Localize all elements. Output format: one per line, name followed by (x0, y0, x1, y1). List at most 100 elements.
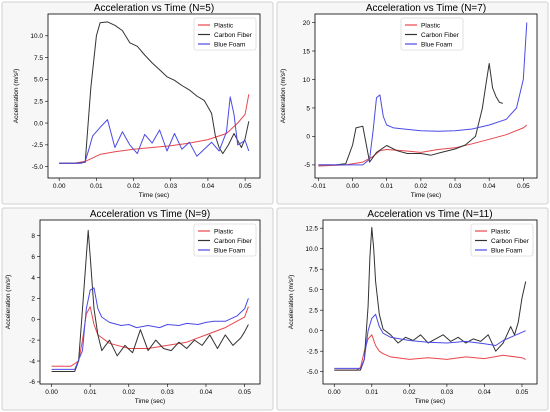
chart-0-y-tick-label: 0.0 (34, 120, 43, 127)
chart-2-title: Acceleration vs Time (N=9) (90, 209, 210, 220)
chart-1-x-tick-label: 0.04 (483, 183, 496, 190)
chart-panel-2: Acceleration vs Time (N=9) 0.00 0.01 0.02 0.… (0, 206, 275, 412)
chart-2-x-tick-label: 0.04 (200, 389, 213, 396)
chart-3-y-tick-label: -5.0 (307, 369, 319, 376)
chart-1-x-tick-label: 0.00 (346, 183, 359, 190)
chart-0-y-tick-label: 2.5 (34, 99, 43, 106)
chart-1-legend-label-blue-foam: Blue Foam (421, 41, 452, 48)
chart-0-x-tick-label: 0.03 (164, 183, 177, 190)
chart-1-series-blue-foam-line (318, 22, 528, 166)
chart-1-x-tick-label: 0.05 (517, 183, 530, 190)
chart-3-y-tick-label: -2.5 (307, 349, 319, 356)
chart-3-y-tick-label: 5.0 (309, 287, 318, 294)
chart-0-series-blue-foam-line (59, 96, 250, 164)
chart-1-y-tick-label: 20 (303, 20, 311, 27)
chart-2-x-axis-label: Time (sec) (135, 398, 165, 405)
chart-3-legend-box (470, 223, 534, 257)
chart-2-x-tick-label: 0.02 (122, 389, 135, 396)
chart-2-series-blue-foam-line (51, 287, 249, 370)
chart-3-title: Acceleration vs Time (N=11) (367, 209, 492, 220)
chart-0-legend: Plastic Carbon Fiber Blue Foam (193, 17, 257, 51)
chart-0-series-carbon-fiber-line (59, 21, 250, 164)
chart-0-series-plastic-line (59, 94, 250, 164)
chart-2-legend-label-blue-foam: Blue Foam (214, 247, 245, 254)
chart-1-series-carbon-fiber-line (318, 63, 503, 166)
chart-3-x-tick-label: 0.01 (365, 389, 378, 396)
chart-0-y-tick-label: 10.0 (30, 33, 43, 40)
chart-2-y-tick-label: 4 (31, 275, 35, 282)
chart-1-x-tick-label: -0.01 (311, 183, 326, 190)
chart-2-x-tick-label: 0.01 (84, 389, 97, 396)
chart-1-svg: Acceleration vs Time (N=7) -0.01 0.00 0.01 0… (276, 1, 549, 205)
chart-2-x-tick-label: 0.03 (161, 389, 174, 396)
chart-0-y-tick-label: -5.0 (32, 164, 44, 171)
chart-panel-1: Acceleration vs Time (N=7) -0.01 0.00 0.01 0… (275, 0, 550, 206)
chart-1-legend: Plastic Carbon Fiber Blue Foam (400, 17, 464, 51)
chart-0-y-tick-label: 5.0 (34, 77, 43, 84)
chart-2-x-tick-label: 0.00 (45, 389, 58, 396)
chart-0-x-tick-label: 0.04 (202, 183, 215, 190)
chart-1-series-plastic-line (318, 124, 528, 167)
chart-0-y-tick-label: -2.5 (32, 142, 44, 149)
chart-1-legend-label-carbon-fiber: Carbon Fiber (421, 32, 460, 39)
chart-0-y-axis-label: Acceleration (m/s²) (13, 69, 20, 124)
chart-1-y-tick-label: 5 (306, 105, 310, 112)
chart-0-x-tick-label: 0.05 (239, 183, 252, 190)
chart-0-title: Acceleration vs Time (N=5) (94, 3, 214, 14)
chart-1-x-axis-label: Time (sec) (411, 192, 441, 199)
chart-1-y-tick-label: 10 (303, 77, 311, 84)
chart-3-series-carbon-fiber-line (334, 226, 527, 371)
chart-3-svg: Acceleration vs Time (N=11) 0.00 0.01 0.02 0… (276, 207, 549, 411)
chart-2-legend-box (193, 223, 257, 257)
chart-3-y-tick-label: 10.0 (305, 246, 318, 253)
chart-0-legend-label-blue-foam: Blue Foam (214, 41, 245, 48)
chart-3-series-blue-foam-line (334, 313, 526, 369)
chart-3-y-tick-label: 2.5 (309, 308, 318, 315)
chart-2-y-tick-label: -6 (29, 379, 35, 386)
chart-1-legend-label-plastic: Plastic (421, 22, 441, 29)
chart-2-y-tick-label: -2 (29, 337, 35, 344)
chart-3-legend-label-blue-foam: Blue Foam (491, 247, 522, 254)
chart-3-y-axis-label: Acceleration (m/s²) (288, 275, 295, 330)
chart-3-x-tick-label: 0.00 (328, 389, 341, 396)
chart-3-x-tick-label: 0.04 (478, 389, 491, 396)
chart-0-svg: Acceleration vs Time (N=5) 0.00 0.01 0.02 0.… (1, 1, 274, 205)
chart-2-y-tick-label: 2 (31, 296, 35, 303)
chart-3-x-tick-label: 0.03 (441, 389, 454, 396)
chart-2-y-tick-label: 6 (31, 254, 35, 261)
chart-0-x-axis-label: Time (sec) (139, 192, 169, 199)
chart-0-x-tick-label: 0.01 (90, 183, 103, 190)
chart-1-y-tick-label: 0 (306, 134, 310, 141)
chart-2-series-plastic-line (51, 306, 249, 367)
chart-3-x-tick-label: 0.05 (516, 389, 529, 396)
chart-0-legend-box (193, 17, 257, 51)
chart-1-x-tick-label: 0.01 (380, 183, 393, 190)
chart-3-x-axis-label: Time (sec) (415, 398, 445, 405)
chart-1-title: Acceleration vs Time (N=7) (366, 3, 486, 14)
chart-0-x-tick-label: 0.02 (127, 183, 140, 190)
chart-0-legend-label-carbon-fiber: Carbon Fiber (214, 32, 253, 39)
chart-1-y-tick-label: -5 (304, 162, 310, 169)
chart-2-y-tick-label: 8 (31, 233, 35, 240)
chart-1-x-tick-label: 0.02 (415, 183, 428, 190)
chart-2-y-axis-label: Acceleration (m/s²) (5, 275, 12, 330)
chart-2-svg: Acceleration vs Time (N=9) 0.00 0.01 0.02 0.… (1, 207, 274, 411)
chart-2-legend: Plastic Carbon Fiber Blue Foam (193, 223, 257, 257)
chart-3-series-plastic-line (334, 334, 526, 371)
chart-2-y-tick-label: -4 (29, 358, 35, 365)
chart-2-legend-label-carbon-fiber: Carbon Fiber (214, 238, 253, 245)
chart-2-series-carbon-fiber-line (51, 229, 249, 372)
chart-3-legend: Plastic Carbon Fiber Blue Foam (470, 223, 534, 257)
chart-3-legend-label-plastic: Plastic (491, 228, 511, 235)
chart-3-x-tick-label: 0.02 (403, 389, 416, 396)
chart-1-y-tick-label: 15 (303, 48, 311, 55)
chart-1-x-tick-label: 0.03 (449, 183, 462, 190)
chart-0-legend-label-plastic: Plastic (214, 22, 234, 29)
chart-2-x-tick-label: 0.05 (238, 389, 251, 396)
chart-panel-3: Acceleration vs Time (N=11) 0.00 0.01 0.02 0… (275, 206, 550, 412)
chart-2-y-tick-label: 0 (31, 317, 35, 324)
chart-0-x-tick-label: 0.00 (53, 183, 66, 190)
chart-3-y-tick-label: 12.5 (305, 226, 318, 233)
chart-2-legend-label-plastic: Plastic (214, 228, 234, 235)
chart-3-legend-label-carbon-fiber: Carbon Fiber (491, 238, 530, 245)
